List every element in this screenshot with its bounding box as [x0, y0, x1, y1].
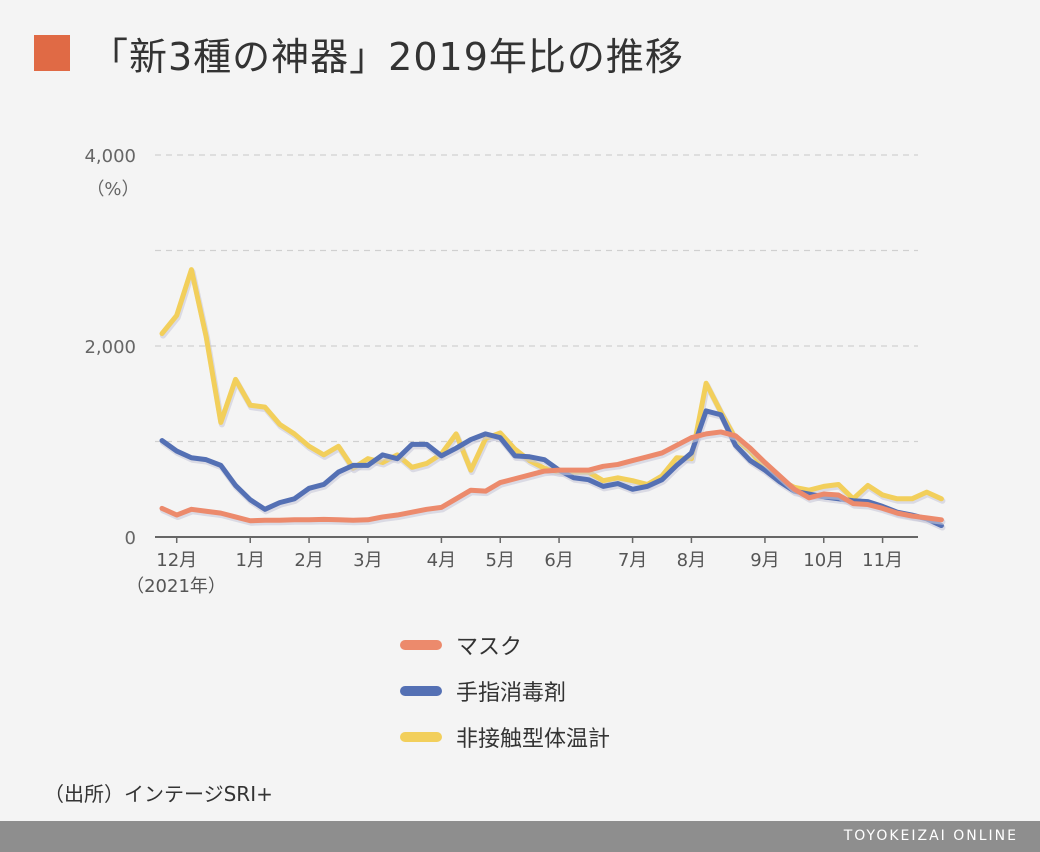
title-mark [34, 35, 70, 71]
y-tick-label-2000: 2,000 [84, 337, 136, 358]
series-shadow-mask [160, 430, 946, 526]
source-note: （出所）インテージSRI+ [44, 782, 273, 806]
x-tick-label-4: 3月 [353, 550, 382, 571]
x-tick-label-1: 12月 [156, 550, 197, 571]
x-tick-label-11: 10月 [803, 550, 844, 571]
legend-swatch-sanitizer [400, 686, 442, 696]
legend: マスク 手指消毒剤 非接触型体温計 [400, 622, 610, 760]
title-row: 「新3種の神器」2019年比の推移 [34, 28, 684, 79]
x-tick-label-9: 8月 [677, 550, 706, 571]
x-tick-label-7: 6月 [544, 550, 573, 571]
x-axis-year-note: （2021年） [126, 576, 226, 597]
axis-layer [155, 536, 918, 543]
legend-label-thermometer: 非接触型体温計 [456, 727, 611, 752]
legend-item-thermometer: 非接触型体温計 [400, 714, 610, 760]
legend-item-sanitizer: 手指消毒剤 [400, 668, 610, 714]
series-layer [159, 267, 946, 531]
y-tick-label-4000: 4,000 [84, 146, 136, 167]
series-line-mask [159, 429, 944, 524]
series-line-sanitizer [159, 408, 944, 529]
legend-label-mask: マスク [456, 635, 523, 660]
label-layer: 0 2,000 4,000 （%） 12月 1月 2月 3月 4月 5月 6月 7月 8月 9月 10月 11… [84, 146, 903, 597]
x-tick-label-5: 4月 [427, 550, 456, 571]
legend-label-sanitizer: 手指消毒剤 [456, 681, 567, 706]
grid-layer [155, 154, 918, 443]
legend-item-mask: マスク [400, 622, 610, 668]
chart-title: 「新3種の神器」2019年比の推移 [90, 34, 684, 79]
x-tick-label-10: 9月 [750, 550, 779, 571]
legend-swatch-thermometer [400, 732, 442, 742]
x-tick-label-2: 1月 [236, 550, 265, 571]
footer-brand: TOYOKEIZAI ONLINE [843, 828, 1018, 844]
legend-swatch-mask [400, 640, 442, 650]
line-chart: 0 2,000 4,000 （%） 12月 1月 2月 3月 4月 5月 6月 7月 8月 9月 10月 11… [84, 146, 946, 597]
x-tick-label-6: 5月 [486, 550, 515, 571]
footer-bar: TOYOKEIZAI ONLINE [0, 821, 1040, 852]
x-tick-label-12: 11月 [862, 550, 903, 571]
x-tick-label-8: 7月 [618, 550, 647, 571]
y-tick-label-0: 0 [125, 528, 136, 549]
y-axis-unit: （%） [86, 179, 139, 200]
x-tick-label-3: 2月 [294, 550, 323, 571]
